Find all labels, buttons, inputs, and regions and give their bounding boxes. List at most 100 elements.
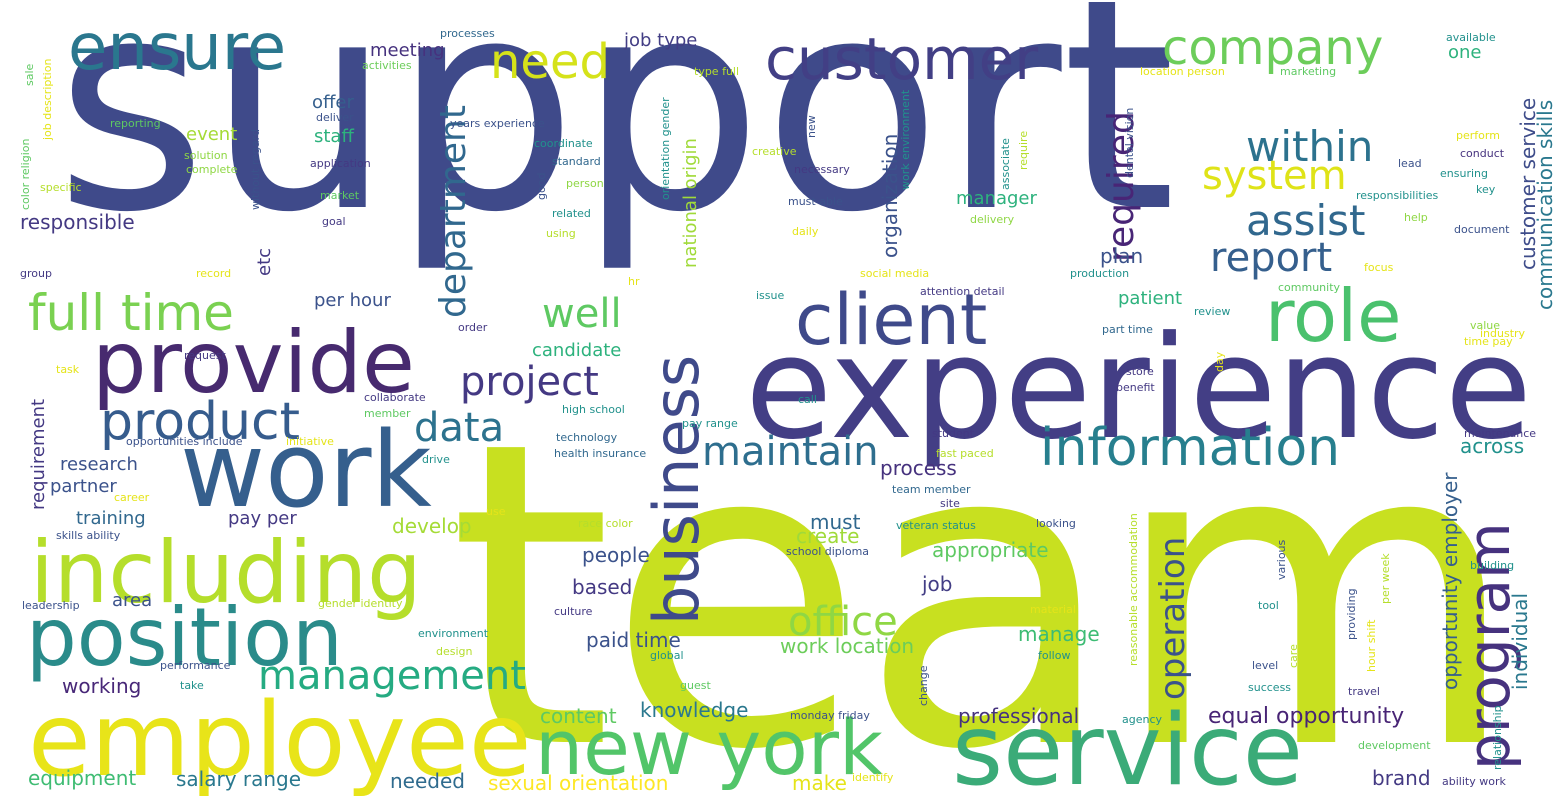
word-level: level — [1252, 659, 1279, 672]
word-manager: manager — [956, 188, 1037, 209]
word-benefit: benefit — [1116, 381, 1155, 394]
word-ability-work: ability work — [1442, 775, 1506, 788]
word-opportunities-include: opportunities include — [126, 435, 243, 448]
word-training: training — [76, 508, 146, 529]
word-employee: employee — [28, 681, 532, 798]
word-process: process — [880, 456, 957, 480]
word-help: help — [1404, 211, 1428, 224]
word-market: market — [320, 189, 360, 202]
word-requirement: requirement — [28, 398, 49, 510]
word-new-york: new york — [535, 703, 883, 792]
word-store: store — [1126, 365, 1154, 378]
word-agency: agency — [1122, 713, 1163, 726]
word-make: make — [792, 771, 847, 795]
word-various: various — [1275, 539, 1288, 580]
word-work: work — [180, 409, 432, 531]
word-one: one — [1448, 42, 1482, 63]
word-people: people — [582, 543, 650, 567]
word-using: using — [546, 227, 576, 240]
word-task: task — [56, 363, 80, 376]
word-providing: providing — [1345, 588, 1358, 640]
word-project: project — [460, 359, 599, 405]
word-reporting: reporting — [110, 117, 161, 130]
word-report: report — [1210, 235, 1333, 281]
word-leadership: leadership — [22, 599, 80, 612]
word-ensure: ensure — [68, 11, 287, 85]
word-working: working — [62, 674, 142, 698]
word-needed: needed — [390, 769, 465, 793]
word-data: data — [414, 405, 505, 451]
word-hour-shift: hour shift — [1365, 619, 1378, 672]
word-plan: plan — [1100, 244, 1144, 268]
word-building: building — [1470, 559, 1515, 572]
word-perform: perform — [1456, 129, 1500, 142]
word-health-insurance: health insurance — [554, 447, 647, 460]
word-performance: performance — [160, 659, 231, 672]
word-company: company — [1162, 20, 1384, 76]
word-necessary: necessary — [794, 163, 850, 176]
word-document: document — [1454, 223, 1510, 236]
word-business: business — [640, 354, 713, 625]
word-assist: assist — [1246, 196, 1366, 245]
word-delivery: delivery — [970, 213, 1015, 226]
word-per-week: per week — [1379, 553, 1392, 604]
word-require: require — [1017, 130, 1030, 170]
word-reasonable-accommodation: reasonable accommodation — [1127, 513, 1140, 666]
word-salary-range: salary range — [176, 767, 302, 791]
word-fast-paced: fast paced — [936, 447, 994, 460]
word-focus: focus — [1364, 261, 1394, 274]
word-global: global — [650, 649, 684, 662]
word-work-location: work location — [780, 634, 915, 658]
word-high-school: high school — [562, 403, 625, 416]
word-request: request — [184, 349, 226, 362]
word-orientation-gender: orientation gender — [659, 97, 672, 200]
word-must-able: must able — [788, 195, 843, 208]
word-student: student — [932, 427, 975, 440]
word-looking: looking — [1036, 517, 1076, 530]
word-change: change — [917, 665, 930, 706]
word-color-religion: color religion — [19, 138, 32, 210]
word-professional: professional — [958, 704, 1080, 728]
word-available: available — [1446, 31, 1496, 44]
word-drive: drive — [422, 453, 450, 466]
word-skills-ability: skills ability — [56, 529, 121, 542]
word-must: must — [810, 510, 861, 534]
word-associate: associate — [999, 138, 1012, 190]
word-work-environment: work environment — [899, 89, 912, 190]
word-pay-range: pay range — [682, 417, 738, 430]
word-take: take — [180, 679, 204, 692]
word-guest: guest — [680, 679, 711, 692]
word-paid-time: paid time — [586, 628, 681, 652]
word-per-hour: per hour — [314, 290, 391, 311]
word-tool: tool — [1258, 599, 1279, 612]
word-new: new — [805, 115, 818, 138]
word-review: review — [1194, 305, 1231, 318]
word-monday-friday: monday friday — [790, 709, 870, 722]
word-product: product — [100, 392, 301, 452]
word-group: group — [20, 267, 52, 280]
word-etc: etc — [254, 247, 275, 276]
word-maintain: maintain — [702, 429, 879, 475]
word-area: area — [112, 590, 153, 611]
word-travel: travel — [1348, 685, 1380, 698]
word-gender-identity: gender identity — [318, 597, 403, 610]
word-manage: manage — [1018, 622, 1100, 646]
word-day: day — [1213, 351, 1226, 372]
word-standard: standard — [552, 155, 601, 168]
word-develop: develop — [392, 514, 472, 538]
word-customer: customer — [765, 25, 1039, 93]
word-sexual-orientation: sexual orientation — [488, 771, 669, 795]
word-role: role — [1265, 274, 1402, 358]
word-production: production — [1070, 267, 1130, 280]
word-issue: issue — [756, 289, 785, 302]
word-candidate: candidate — [532, 340, 622, 361]
word-person: person — [566, 177, 604, 190]
word-job-description: job description — [41, 58, 54, 140]
word-complete: complete — [186, 163, 238, 176]
word-care: care — [1287, 644, 1300, 668]
word-meeting: meeting — [370, 40, 445, 61]
word-location-person: location person — [1140, 65, 1225, 78]
word-technology: technology — [556, 431, 618, 444]
word-equal-opportunity: equal opportunity — [1208, 704, 1405, 729]
word-full-time: full time — [28, 284, 234, 342]
